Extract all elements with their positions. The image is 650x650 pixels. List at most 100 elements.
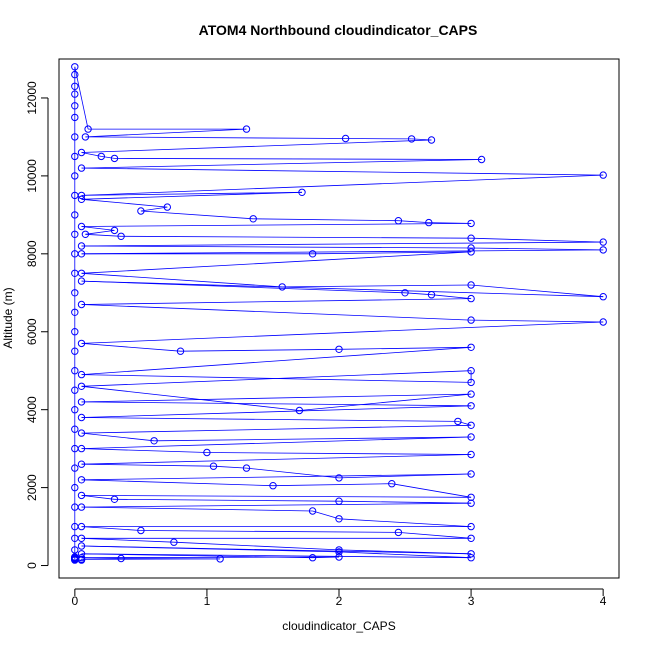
data-point xyxy=(170,538,178,546)
data-point xyxy=(71,133,79,141)
data-point xyxy=(77,164,86,172)
data-point xyxy=(467,294,475,303)
data-point xyxy=(77,195,86,204)
data-point xyxy=(71,102,79,110)
data-point xyxy=(298,188,306,197)
data-point xyxy=(77,191,86,200)
series-line-segment xyxy=(81,343,181,352)
data-point xyxy=(341,134,350,143)
data-point xyxy=(71,90,79,98)
data-point xyxy=(137,526,145,535)
data-point xyxy=(599,246,607,254)
series-line-segment xyxy=(81,159,482,169)
series-line-segment xyxy=(81,553,472,559)
data-point xyxy=(77,370,86,379)
data-point xyxy=(242,125,251,133)
data-point xyxy=(77,222,86,231)
data-point xyxy=(71,289,79,297)
data-point xyxy=(110,154,119,163)
series-line-segment xyxy=(85,230,115,235)
series-line-segment xyxy=(81,304,472,321)
data-point xyxy=(71,152,79,161)
series-line-segment xyxy=(81,167,604,176)
series-line-segment xyxy=(81,280,604,298)
series-line-segment xyxy=(81,272,283,288)
series-line-segment xyxy=(312,251,472,255)
x-tick-label: 3 xyxy=(468,594,475,608)
x-tick-label: 4 xyxy=(600,594,607,608)
data-point xyxy=(71,63,79,71)
data-point xyxy=(71,386,79,394)
data-point xyxy=(467,219,475,228)
series-line-segment xyxy=(213,465,247,469)
series-line-segment xyxy=(81,495,115,500)
y-tick-label: 0 xyxy=(25,562,39,569)
x-tick-label: 0 xyxy=(72,594,79,608)
series-line-segment xyxy=(81,174,604,196)
data-point xyxy=(295,406,304,415)
data-point xyxy=(71,328,79,336)
series-line-segment xyxy=(81,545,340,553)
data-point xyxy=(77,491,86,500)
series-line-segment xyxy=(81,494,472,498)
data-point xyxy=(71,211,79,219)
series-line-segment xyxy=(391,483,472,498)
series-line-segment xyxy=(81,191,303,200)
series-line-segment xyxy=(81,198,168,208)
x-axis-label: cloudindicator_CAPS xyxy=(282,619,395,633)
data-point xyxy=(467,343,475,351)
series-line-segment xyxy=(81,249,604,255)
data-point xyxy=(71,113,79,122)
data-point xyxy=(77,534,86,542)
series-line-segment xyxy=(81,139,432,153)
series-line-segment xyxy=(81,417,458,422)
data-point xyxy=(71,82,79,91)
data-point xyxy=(203,448,211,457)
data-point xyxy=(467,367,475,375)
y-axis-label: Altitude (m) xyxy=(1,287,15,348)
data-point xyxy=(77,277,86,285)
series-line-segment xyxy=(81,502,472,508)
data-point xyxy=(77,382,86,390)
data-point xyxy=(71,172,79,180)
data-point xyxy=(388,480,396,488)
series-line-segment xyxy=(114,157,482,160)
data-point xyxy=(77,429,86,437)
data-point xyxy=(110,226,119,235)
y-tick-label: 6000 xyxy=(25,318,39,345)
data-point xyxy=(71,425,79,433)
data-point xyxy=(81,133,90,141)
series-line-segment xyxy=(81,226,115,231)
data-point xyxy=(71,546,79,554)
series-line-segment xyxy=(81,280,406,294)
series-line-segment xyxy=(81,526,141,531)
series-line-segment xyxy=(81,191,303,196)
data-point xyxy=(335,474,343,482)
series-line-segment xyxy=(471,319,604,323)
data-point xyxy=(335,515,343,523)
series-line-segment xyxy=(312,510,340,520)
series-line-segment xyxy=(338,500,472,504)
data-point xyxy=(467,281,475,289)
series-line-segment xyxy=(81,346,472,375)
series-line-segment xyxy=(154,436,472,442)
series-line-segment xyxy=(206,452,472,455)
data-point xyxy=(308,507,317,515)
data-points xyxy=(71,63,607,564)
data-point xyxy=(269,482,277,490)
data-point xyxy=(209,462,218,470)
y-tick-label: 2000 xyxy=(25,474,39,501)
data-point xyxy=(81,230,90,239)
data-point xyxy=(394,528,403,537)
data-point xyxy=(77,542,86,550)
data-point xyxy=(335,553,343,561)
data-point xyxy=(77,522,86,531)
data-point xyxy=(335,548,343,556)
series-line-segment xyxy=(81,223,472,227)
series-line-segment xyxy=(81,385,300,411)
data-point xyxy=(77,148,86,157)
series-line-segment xyxy=(81,537,174,543)
data-point xyxy=(308,250,317,258)
data-point xyxy=(77,476,86,484)
series-line-segment xyxy=(81,463,214,467)
